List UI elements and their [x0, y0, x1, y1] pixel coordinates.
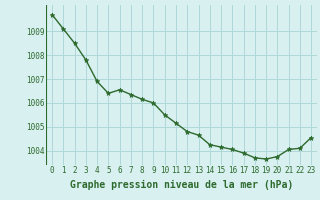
- X-axis label: Graphe pression niveau de la mer (hPa): Graphe pression niveau de la mer (hPa): [70, 180, 293, 190]
